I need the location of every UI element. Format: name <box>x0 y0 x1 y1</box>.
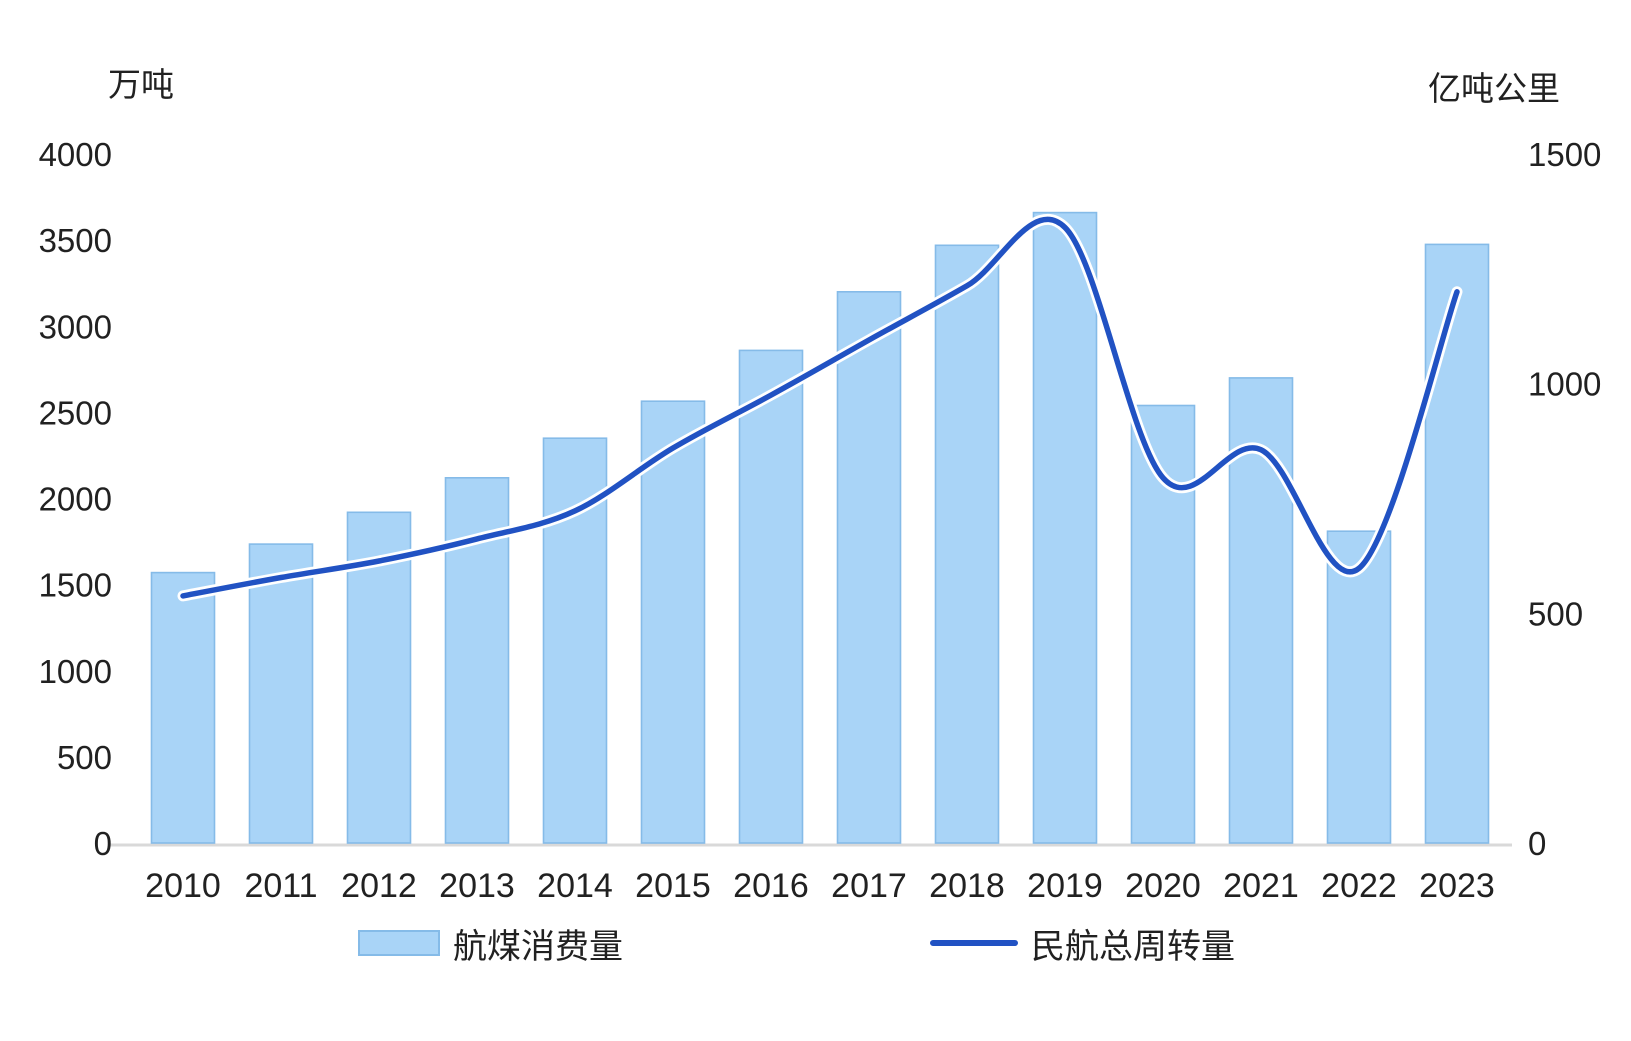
left-axis-tick-2000: 2000 <box>39 481 112 518</box>
x-tick-2012: 2012 <box>341 867 417 905</box>
bar-2015 <box>640 400 706 844</box>
x-tick-2018: 2018 <box>929 867 1005 905</box>
bar-2022 <box>1326 530 1392 844</box>
right-axis-tick-1000: 1000 <box>1528 366 1601 403</box>
x-tick-2020: 2020 <box>1125 867 1201 905</box>
legend: 航煤消费量 民航总周转量 <box>0 918 1631 978</box>
x-tick-2013: 2013 <box>439 867 515 905</box>
x-tick-2019: 2019 <box>1027 867 1103 905</box>
left-axis-tick-0: 0 <box>94 825 112 862</box>
turnover-line <box>180 216 1460 599</box>
x-tick-2016: 2016 <box>733 867 809 905</box>
x-tick-2023: 2023 <box>1419 867 1495 905</box>
x-tick-2017: 2017 <box>831 867 907 905</box>
bar-series-swatch <box>358 930 440 956</box>
bar-2019 <box>1032 211 1098 844</box>
right-axis-unit-label: 亿吨公里 <box>1428 70 1560 107</box>
left-axis-tick-3000: 3000 <box>39 308 112 345</box>
left-axis-tick-1500: 1500 <box>39 567 112 604</box>
bar-2011 <box>248 543 314 844</box>
left-axis-tick-3500: 3500 <box>39 222 112 259</box>
bar-2016 <box>738 349 804 844</box>
left-axis-unit-label: 万吨 <box>108 66 174 103</box>
line-series-label: 民航总周转量 <box>1031 927 1235 966</box>
bar-2018 <box>934 244 1000 844</box>
right-axis-tick-500: 500 <box>1528 595 1583 632</box>
left-axis-tick-2500: 2500 <box>39 394 112 431</box>
left-axis-tick-4000: 4000 <box>39 136 112 173</box>
x-tick-2022: 2022 <box>1321 867 1397 905</box>
x-tick-2010: 2010 <box>145 867 221 905</box>
left-axis-tick-1000: 1000 <box>39 653 112 690</box>
bar-2017 <box>836 290 902 844</box>
line-series-swatch <box>930 940 1018 946</box>
x-tick-2014: 2014 <box>537 867 613 905</box>
x-tick-2015: 2015 <box>635 867 711 905</box>
right-axis-tick-1500: 1500 <box>1528 136 1601 173</box>
bar-2023 <box>1424 243 1490 844</box>
bar-series-label: 航煤消费量 <box>453 927 623 966</box>
legend-item-turnover-line: 民航总周转量 <box>930 918 1235 968</box>
x-tick-2021: 2021 <box>1223 867 1299 905</box>
left-axis-tick-500: 500 <box>57 739 112 776</box>
x-tick-2011: 2011 <box>244 867 317 905</box>
right-axis-tick-0: 0 <box>1528 825 1546 862</box>
bar-2010 <box>150 571 216 844</box>
legend-item-fuel-bars: 航煤消费量 <box>358 918 623 968</box>
